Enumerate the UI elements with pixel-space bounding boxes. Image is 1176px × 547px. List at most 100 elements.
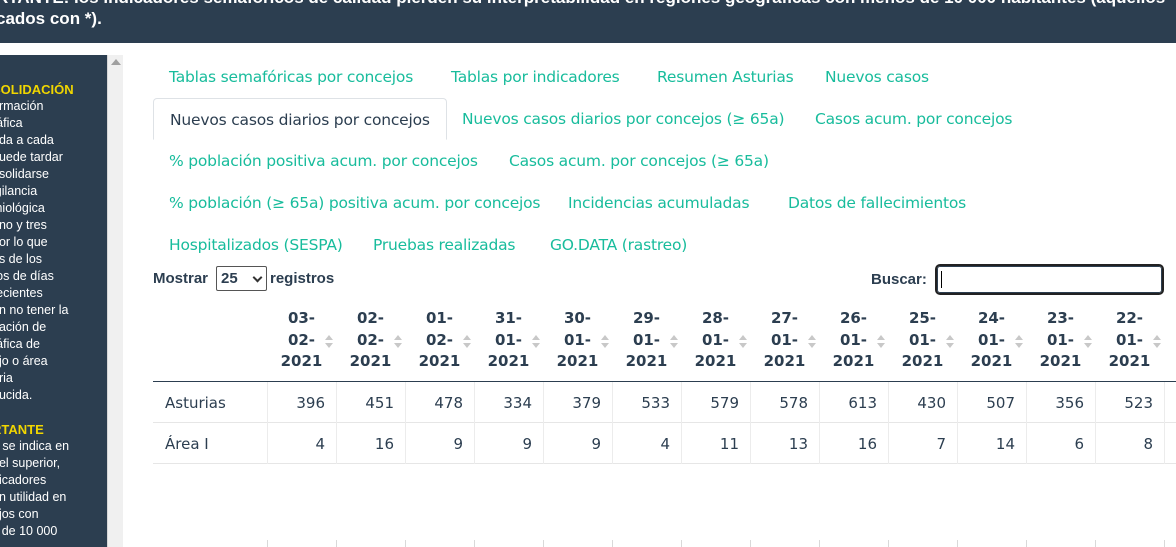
column-header-date[interactable]: 30- 01- 2021	[543, 308, 612, 373]
tab-go-data-rastreo[interactable]: GO.DATA (rastreo)	[550, 236, 688, 254]
sidebar-text-line: s de 10 000	[0, 524, 58, 538]
tab-row: % población positiva acum. por concejos C…	[153, 140, 1173, 182]
column-header-date-part: 01-	[494, 330, 523, 349]
scroll-up-icon[interactable]	[111, 59, 121, 65]
tab-tablas-por-indicadores[interactable]: Tablas por indicadores	[451, 68, 620, 86]
column-header-date-part: 25-	[908, 309, 937, 327]
sidebar-scrollbar[interactable]	[107, 55, 123, 547]
cell-border	[1164, 382, 1165, 423]
tab-nuevos-casos-diarios-por-concejos[interactable]: Nuevos casos diarios por concejos	[153, 98, 447, 140]
tab-casos-acum-por-concejos-65a[interactable]: Casos acum. por concejos (≥ 65a)	[509, 152, 769, 170]
column-header-date[interactable]: 22- 01- 2021	[1095, 308, 1164, 373]
cell-border	[750, 382, 751, 423]
tab-row: Nuevos casos diarios por concejos Nuevos …	[153, 98, 1173, 140]
sidebar-text-line: ormación	[0, 99, 44, 113]
table-cell: 578	[779, 394, 808, 412]
table-cell: 11	[719, 435, 739, 453]
page-length-select[interactable]: 25	[216, 266, 267, 291]
sort-icon[interactable]	[670, 335, 678, 349]
cell-border	[1095, 423, 1096, 464]
column-header-date[interactable]: 23- 01- 2021	[1026, 308, 1095, 373]
table-cell: 13	[788, 435, 808, 453]
cell-border	[1026, 423, 1027, 464]
tab-pruebas-realizadas[interactable]: Pruebas realizadas	[373, 236, 516, 254]
column-header-date-part: 01-	[1046, 330, 1075, 349]
tab-incidencias-acumuladas[interactable]: Incidencias acumuladas	[568, 194, 750, 212]
sort-icon[interactable]	[463, 335, 471, 349]
column-header-date-part: 02-	[287, 330, 316, 349]
sidebar-heading-importante: RTANTE	[0, 422, 44, 437]
cell-border	[336, 540, 337, 547]
row-region-name: Área I	[165, 435, 209, 453]
cell-border	[750, 423, 751, 464]
table-cell: 16	[857, 435, 877, 453]
column-header-date[interactable]: 28- 01- 2021	[681, 308, 750, 373]
column-header-date-part: 2021	[625, 352, 668, 370]
column-header-date[interactable]: 29- 01- 2021	[612, 308, 681, 373]
column-header-date[interactable]: 25- 01- 2021	[888, 308, 957, 373]
sort-icon[interactable]	[946, 335, 954, 349]
sidebar-text-line: nación de	[0, 320, 47, 334]
sort-icon[interactable]	[1084, 335, 1092, 349]
tab-row: Hospitalizados (SESPA) Pruebas realizadas…	[153, 224, 1173, 266]
column-header-date-part: 01-	[701, 330, 730, 349]
tab-nuevos-casos[interactable]: Nuevos casos	[825, 68, 929, 86]
column-header-date[interactable]: 26- 01- 2021	[819, 308, 888, 373]
cell-border	[267, 540, 268, 547]
sort-icon[interactable]	[877, 335, 885, 349]
column-header-date-part: 01-	[839, 330, 868, 349]
tab-poblacion-positiva-acum-por-concejos[interactable]: % población positiva acum. por concejos	[169, 152, 478, 170]
column-header-date-part: 2021	[832, 352, 875, 370]
tab-tablas-semaforicas-por-concejos[interactable]: Tablas semafóricas por concejos	[169, 68, 414, 86]
column-header-date-part: 02-	[425, 330, 454, 349]
column-header-date[interactable]: 02- 02- 2021	[336, 308, 405, 373]
sidebar-text-line: dicadores	[0, 473, 47, 487]
sort-icon[interactable]	[1015, 335, 1023, 349]
table-cell: 507	[986, 394, 1015, 412]
table-cell: 478	[434, 394, 463, 412]
search-input[interactable]	[935, 264, 1164, 295]
table-controls: Mostrar 25 registros Buscar:	[153, 264, 1164, 295]
sidebar-text-line: os de los	[0, 252, 43, 266]
cell-border	[681, 423, 682, 464]
column-header-date[interactable]: 01- 02- 2021	[405, 308, 474, 373]
table-cell: 9	[591, 435, 601, 453]
sidebar-paragraph-1: ormación ráfica ada a cada puede tardar nsol…	[0, 98, 110, 404]
sidebar-text-line: en no tener la	[0, 303, 69, 317]
column-header-date-part: 2021	[901, 352, 944, 370]
table-cell: 356	[1055, 394, 1084, 412]
column-header-date-part: 03-	[287, 309, 316, 327]
tab-nuevos-casos-diarios-por-concejos-65a[interactable]: Nuevos casos diarios por concejos (≥ 65a…	[462, 110, 785, 128]
column-header-date[interactable]: 03- 02- 2021	[267, 308, 336, 373]
column-header-date-part: 22-	[1115, 309, 1144, 327]
tab-resumen-asturias[interactable]: Resumen Asturias	[657, 68, 794, 86]
tab-poblacion-65a-positiva-acum-por-concejos[interactable]: % población (≥ 65a) positiva acum. por c…	[169, 194, 541, 212]
warning-banner: RTANTE: los indicadores semafóricos de c…	[0, 0, 1176, 43]
tab-casos-acum-por-concejos[interactable]: Casos acum. por concejos	[815, 110, 1013, 128]
column-header-date-part: 29-	[632, 309, 661, 327]
column-header-date[interactable]: 24- 01- 2021	[957, 308, 1026, 373]
cell-border	[681, 382, 682, 423]
sidebar-text-line: en utilidad en	[0, 490, 67, 504]
sort-icon[interactable]	[325, 335, 333, 349]
column-header-date-part: 2021	[694, 352, 737, 370]
column-header-date[interactable]: 31- 01- 2021	[474, 308, 543, 373]
tab-datos-de-fallecimientos[interactable]: Datos de fallecimientos	[788, 194, 967, 212]
sort-icon[interactable]	[532, 335, 540, 349]
cell-border	[819, 540, 820, 547]
column-header-date-part: 2021	[349, 352, 392, 370]
cell-border	[543, 382, 544, 423]
column-header-date-part: 01-	[1115, 330, 1144, 349]
column-header-date[interactable]: 27- 01- 2021	[750, 308, 819, 373]
column-header-date-part: 2021	[418, 352, 461, 370]
table-cell: 334	[503, 394, 532, 412]
sort-icon[interactable]	[394, 335, 402, 349]
sort-icon[interactable]	[1153, 335, 1161, 349]
cell-border	[1026, 382, 1027, 423]
sidebar-text-line: recientes	[0, 286, 43, 300]
sort-icon[interactable]	[601, 335, 609, 349]
sort-icon[interactable]	[739, 335, 747, 349]
sort-icon[interactable]	[808, 335, 816, 349]
sidebar-text-line: igilancia	[0, 184, 38, 198]
tab-hospitalizados-sespa[interactable]: Hospitalizados (SESPA)	[169, 236, 343, 254]
